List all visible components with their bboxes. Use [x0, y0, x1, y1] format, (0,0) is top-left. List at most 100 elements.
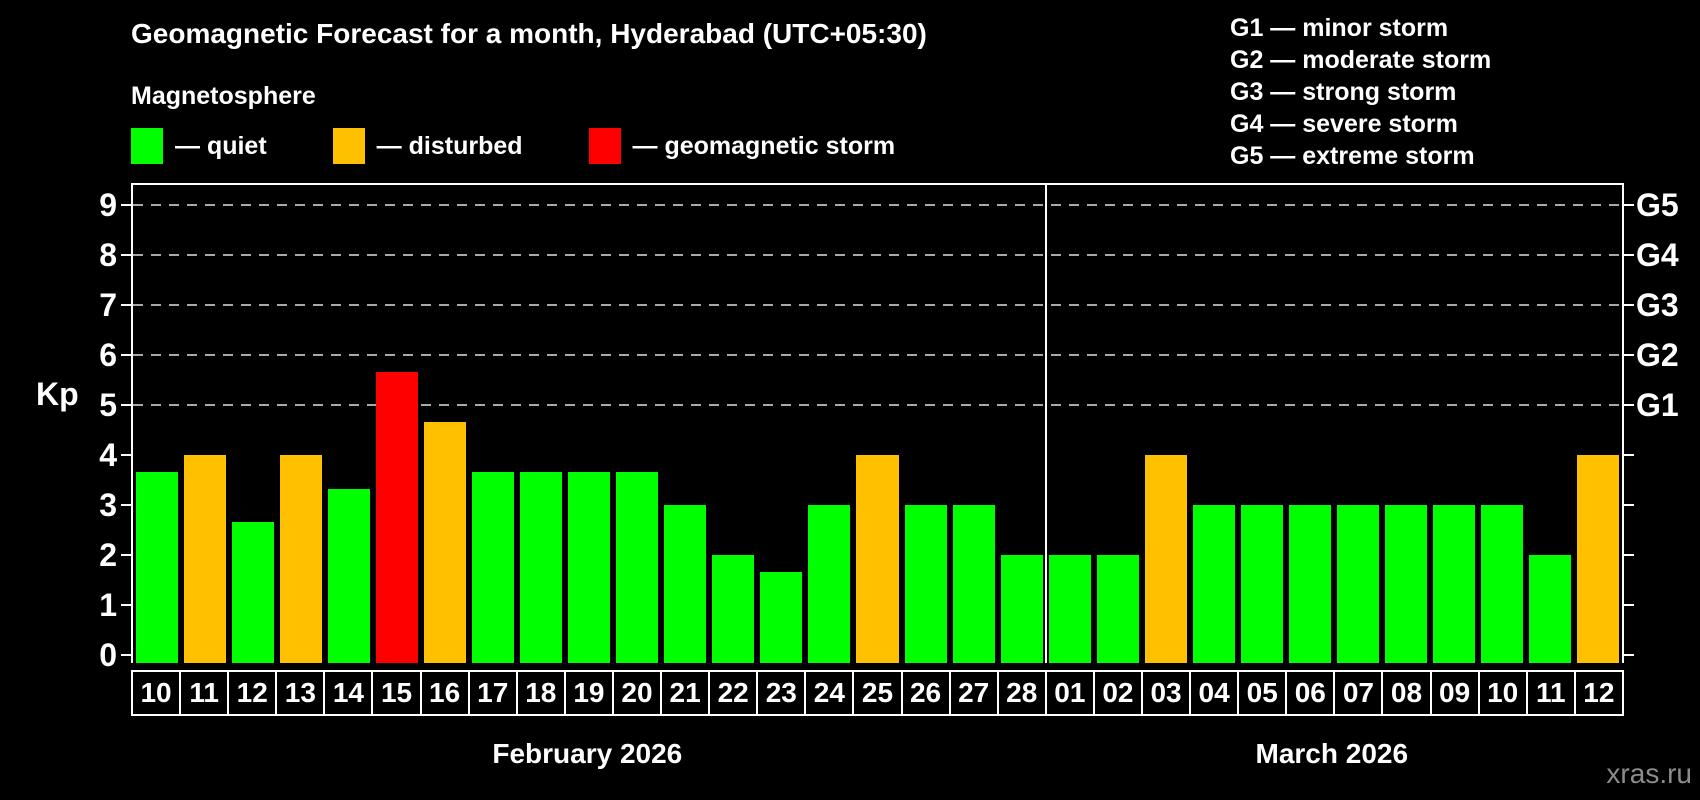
- g-axis-tick: [1624, 304, 1634, 306]
- kp-bar-day-15: [376, 371, 419, 663]
- watermark: xras.ru: [1606, 758, 1692, 789]
- day-label: 02: [1092, 672, 1141, 714]
- legend-swatch-disturbed: [332, 128, 365, 164]
- month-separator-line: [1044, 185, 1047, 663]
- day-label: 10: [140, 677, 172, 708]
- kp-bar-day-05: [1240, 505, 1283, 663]
- g-scale-legend: G1 — minor storm G2 — moderate storm G3 — …: [1230, 12, 1491, 172]
- day-label: 10: [1477, 672, 1526, 714]
- day-label: 08: [1381, 672, 1429, 714]
- g-scale-legend-line: G1 — minor storm: [1230, 14, 1449, 42]
- day-label: 27: [948, 672, 997, 714]
- y-axis-tick: [121, 304, 131, 306]
- y-axis-tick: [121, 554, 131, 556]
- day-label: 05: [1237, 672, 1285, 714]
- month-label: March 2026: [1255, 738, 1409, 769]
- chart-title: Geomagnetic Forecast for a month, Hydera…: [131, 18, 927, 49]
- plot-area: 0 1 2 3 4 5 6 7 8 9 G1 G2 G3 G4 G5: [99, 183, 1679, 671]
- kp-bar-day-11: [184, 455, 227, 663]
- legend-item-quiet: — quiet: [131, 128, 267, 164]
- day-label: 06: [1285, 672, 1333, 714]
- g-axis-tick: [1624, 604, 1634, 606]
- legend-label: — quiet: [175, 131, 267, 160]
- y-tick-label: 3: [99, 487, 117, 523]
- day-label: 04: [1189, 672, 1237, 714]
- day-label: 11: [179, 672, 227, 714]
- legend-item-storm: — geomagnetic storm: [588, 128, 896, 164]
- y-tick-label: 7: [99, 287, 117, 323]
- day-label: 01: [1044, 672, 1093, 714]
- kp-bar-day-09: [1432, 505, 1475, 663]
- day-label: 26: [900, 672, 949, 714]
- day-label: 23: [756, 672, 804, 714]
- legend-item-disturbed: — disturbed: [332, 128, 523, 164]
- day-label: 19: [563, 672, 612, 714]
- month-labels-row: February 2026 March 2026: [131, 738, 1624, 772]
- day-label: 14: [323, 672, 371, 714]
- kp-bar-day-12: [232, 521, 275, 663]
- g-axis-tick: [1624, 504, 1634, 506]
- kp-bar-day-10: [1480, 505, 1523, 663]
- day-label: 12: [227, 672, 275, 714]
- kp-bar-day-03: [1144, 455, 1187, 663]
- kp-bar-day-28: [1000, 555, 1043, 663]
- y-tick-label: 4: [99, 437, 117, 473]
- y-axis-tick: [121, 504, 131, 506]
- color-legend: — quiet — disturbed — geomagnetic storm: [131, 128, 895, 164]
- day-label: 03: [1140, 672, 1189, 714]
- g-axis-tick: [1624, 254, 1634, 256]
- g-axis-tick: [1624, 554, 1634, 556]
- g-scale-legend-line: G3 — strong storm: [1230, 78, 1457, 106]
- day-label: 09: [1429, 672, 1478, 714]
- g-scale-tick-label: G3: [1636, 287, 1679, 323]
- y-axis-tick: [121, 204, 131, 206]
- day-label: 21: [660, 672, 708, 714]
- g-axis-tick: [1624, 204, 1634, 206]
- kp-bar-day-23: [760, 571, 803, 663]
- day-label: 13: [275, 672, 323, 714]
- kp-bar-day-20: [616, 471, 659, 663]
- y-tick-label: 1: [99, 587, 117, 623]
- plot-inner: 0 1 2 3 4 5 6 7 8 9 G1 G2 G3 G4 G5: [99, 185, 1679, 671]
- day-label: 18: [515, 672, 564, 714]
- g-scale-tick-label: G1: [1636, 387, 1679, 423]
- y-axis-tick: [121, 654, 131, 656]
- y-axis-title: Kp: [36, 376, 79, 412]
- g-scale-tick-label: G2: [1636, 337, 1679, 373]
- kp-bar-day-02: [1096, 555, 1139, 663]
- g-scale-tick-label: G4: [1636, 237, 1679, 273]
- y-tick-label: 2: [99, 537, 117, 573]
- y-tick-label: 5: [99, 387, 117, 423]
- kp-bar-day-17: [472, 471, 515, 663]
- kp-bar-day-24: [808, 505, 851, 663]
- kp-bar-day-04: [1192, 505, 1235, 663]
- y-tick-label: 9: [99, 187, 117, 223]
- day-label: 22: [708, 672, 756, 714]
- g-scale-legend-line: G4 — severe storm: [1230, 110, 1458, 138]
- legend-label: — disturbed: [376, 131, 523, 160]
- g-axis-tick: [1624, 354, 1634, 356]
- kp-bar-day-10: [136, 471, 179, 663]
- kp-bar-day-26: [904, 505, 947, 663]
- y-axis-tick: [121, 254, 131, 256]
- kp-bar-day-16: [424, 421, 467, 663]
- kp-bar-day-01: [1048, 555, 1091, 663]
- y-axis-tick: [121, 354, 131, 356]
- y-axis-tick: [121, 454, 131, 456]
- y-tick-label: 6: [99, 337, 117, 373]
- legend-swatch-quiet: [131, 128, 163, 164]
- month-label: February 2026: [492, 738, 683, 769]
- day-label: 25: [852, 672, 900, 714]
- kp-bar-day-18: [520, 471, 563, 663]
- legend-swatch-storm: [588, 128, 621, 164]
- kp-bar-day-25: [856, 455, 899, 663]
- g-axis-tick: [1624, 454, 1634, 456]
- x-axis-day-labels: 10 11 12 13 14 15 16 17 18 19 20 21 22 23 24 25 26 27 28 01…: [131, 670, 1624, 716]
- kp-bar-day-21: [664, 505, 707, 663]
- gridline-kp-7: [133, 304, 1622, 306]
- kp-bar-day-12: [1576, 455, 1619, 663]
- kp-bar-day-13: [280, 455, 323, 663]
- day-label: 28: [996, 672, 1045, 714]
- legend-label: — geomagnetic storm: [632, 131, 896, 160]
